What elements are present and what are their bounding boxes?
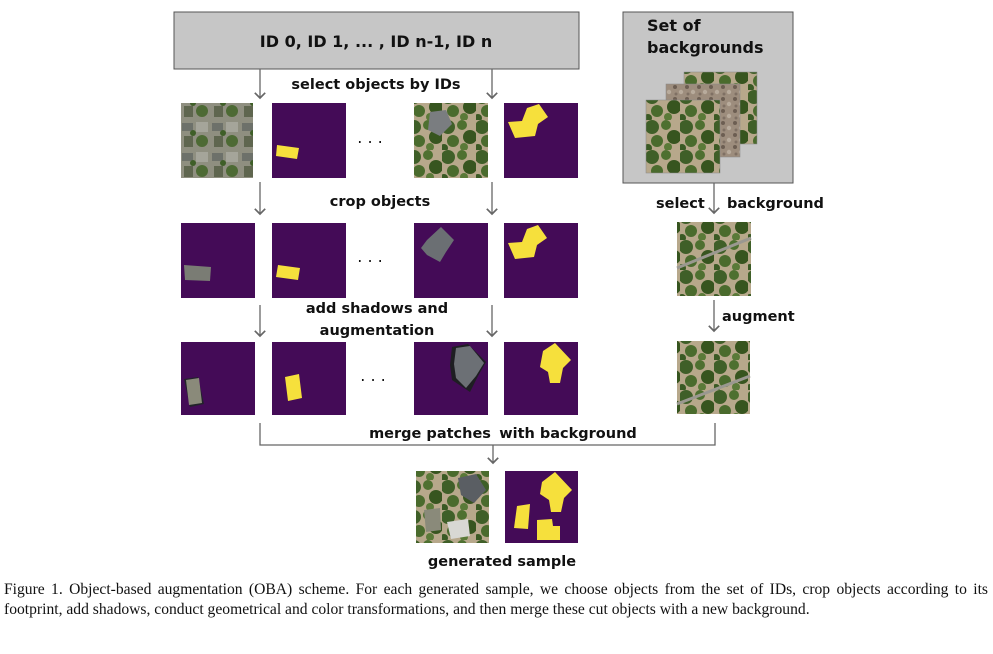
generated-roof-1 (458, 474, 486, 503)
step-select-bg-left-label: select (656, 196, 705, 212)
cropped-image-n (414, 223, 488, 298)
step-shadows-label-2: augmentation (320, 323, 435, 339)
generated-mask-object-1 (540, 472, 572, 512)
generated-mask-object-3 (537, 519, 560, 540)
cropped-mask-1 (272, 223, 346, 298)
step-crop-label: crop objects (330, 194, 430, 210)
oba-diagram: ID 0, ID 1, ... , ID n-1, ID n select ob… (173, 11, 824, 570)
cropped-mask-object-1 (276, 265, 300, 280)
selected-background-road (676, 236, 752, 270)
cropped-mask-object-n (508, 225, 547, 259)
mask-object-n (508, 104, 548, 138)
generated-mask-object-2 (514, 504, 530, 529)
background-thumb-1 (645, 99, 721, 174)
cropped-object-1 (184, 265, 211, 281)
augmented-object-n (454, 346, 484, 388)
merge-bracket (259, 423, 716, 446)
augmented-background-road (676, 374, 751, 406)
backgrounds-label-1: Set of (647, 16, 702, 35)
generated-sample-label: generated sample (428, 554, 576, 570)
figure-caption: Figure 1. Object-based augmentation (OBA… (4, 581, 988, 618)
id-set-label: ID 0, ID 1, ... , ID n-1, ID n (260, 32, 492, 51)
cropped-object-n (421, 227, 454, 262)
step-select-label: select objects by IDs (291, 77, 460, 93)
step-shadows-label-1: add shadows and (306, 301, 448, 317)
generated-sample (416, 471, 578, 543)
backgrounds-box: Set of backgrounds (622, 11, 794, 184)
augmented-mask-1 (272, 342, 346, 415)
ellipsis-row-2: . . . (357, 247, 382, 266)
row-augmented: . . . (181, 342, 578, 415)
step-merge-left-label: merge patches (369, 426, 491, 442)
selected-background (677, 222, 751, 296)
augmented-object-1 (186, 378, 202, 405)
step-merge-right-label: with background (499, 426, 637, 442)
mask-patch-1 (272, 103, 346, 178)
step-select-bg-right-label: background (727, 196, 824, 212)
row-selected: . . . (181, 103, 578, 178)
image-patch-1 (181, 103, 253, 178)
generated-roof-3 (424, 508, 441, 532)
generated-roof-2 (447, 519, 470, 539)
ellipsis-row-1: . . . (357, 128, 382, 147)
mask-object-1 (276, 145, 299, 159)
image-roof-n (428, 110, 452, 136)
step-augment-label: augment (722, 309, 795, 325)
augmented-mask-n (504, 342, 578, 415)
augmented-mask-object-1 (285, 374, 302, 401)
augmented-background (677, 341, 750, 414)
image-patch-n (414, 103, 488, 178)
ellipsis-row-3: . . . (360, 366, 385, 385)
cropped-image-1 (181, 223, 255, 298)
row-cropped: . . . (181, 223, 578, 298)
backgrounds-label-2: backgrounds (647, 38, 763, 57)
id-set-box: ID 0, ID 1, ... , ID n-1, ID n (173, 11, 580, 70)
augmented-mask-object-n (540, 343, 571, 383)
